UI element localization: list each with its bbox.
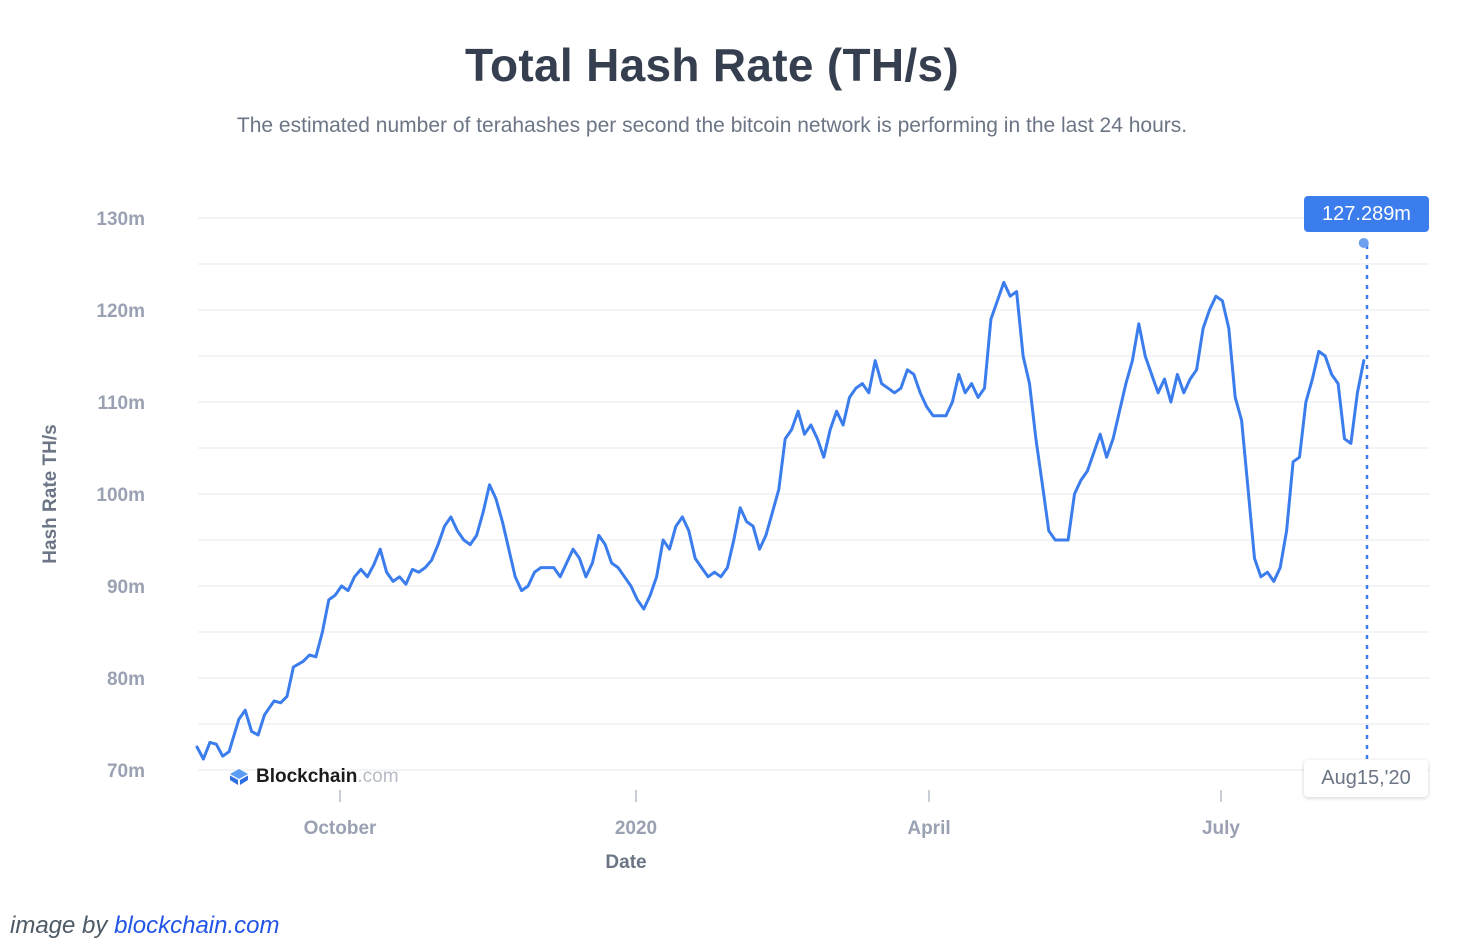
x-tick-label: July [1202, 818, 1240, 839]
date-tooltip: Aug15,'20 [1304, 760, 1428, 797]
y-tick-label: 90m [107, 577, 145, 598]
y-tick-label: 80m [107, 669, 145, 690]
brand-name: Blockchain [256, 766, 358, 787]
credit-prefix: image by [10, 912, 115, 939]
y-tick-label: 130m [96, 209, 145, 230]
hash-rate-line[interactable] [195, 280, 1366, 761]
chart-title: Total Hash Rate (TH/s) [465, 39, 959, 91]
x-axis-ticks: October 2020 April July [304, 790, 1240, 839]
y-axis-ticks: 70m 80m 90m 100m 110m 120m 130m [96, 209, 145, 782]
hover-point[interactable] [1358, 237, 1369, 248]
gridlines [198, 217, 1430, 771]
value-tooltip: 127.289m [1304, 196, 1429, 232]
x-axis-title: Date [605, 852, 646, 873]
y-tick-label: 120m [96, 301, 145, 322]
image-credit: image by blockchain.com [10, 912, 279, 940]
y-tick-label: 70m [107, 761, 145, 782]
x-tick-label: 2020 [615, 818, 657, 839]
x-tick-label: April [907, 818, 950, 839]
chart-subtitle: The estimated number of terahashes per s… [236, 114, 1188, 137]
blockchain-watermark: Blockchain.com [228, 766, 399, 788]
y-tick-label: 100m [96, 485, 145, 506]
y-tick-label: 110m [97, 393, 145, 414]
brand-suffix: .com [357, 766, 399, 787]
y-axis-title: Hash Rate TH/s [40, 424, 61, 563]
x-tick-label: October [304, 818, 377, 839]
credit-link[interactable]: blockchain.com [114, 912, 280, 939]
blockchain-logo-icon [230, 769, 248, 785]
